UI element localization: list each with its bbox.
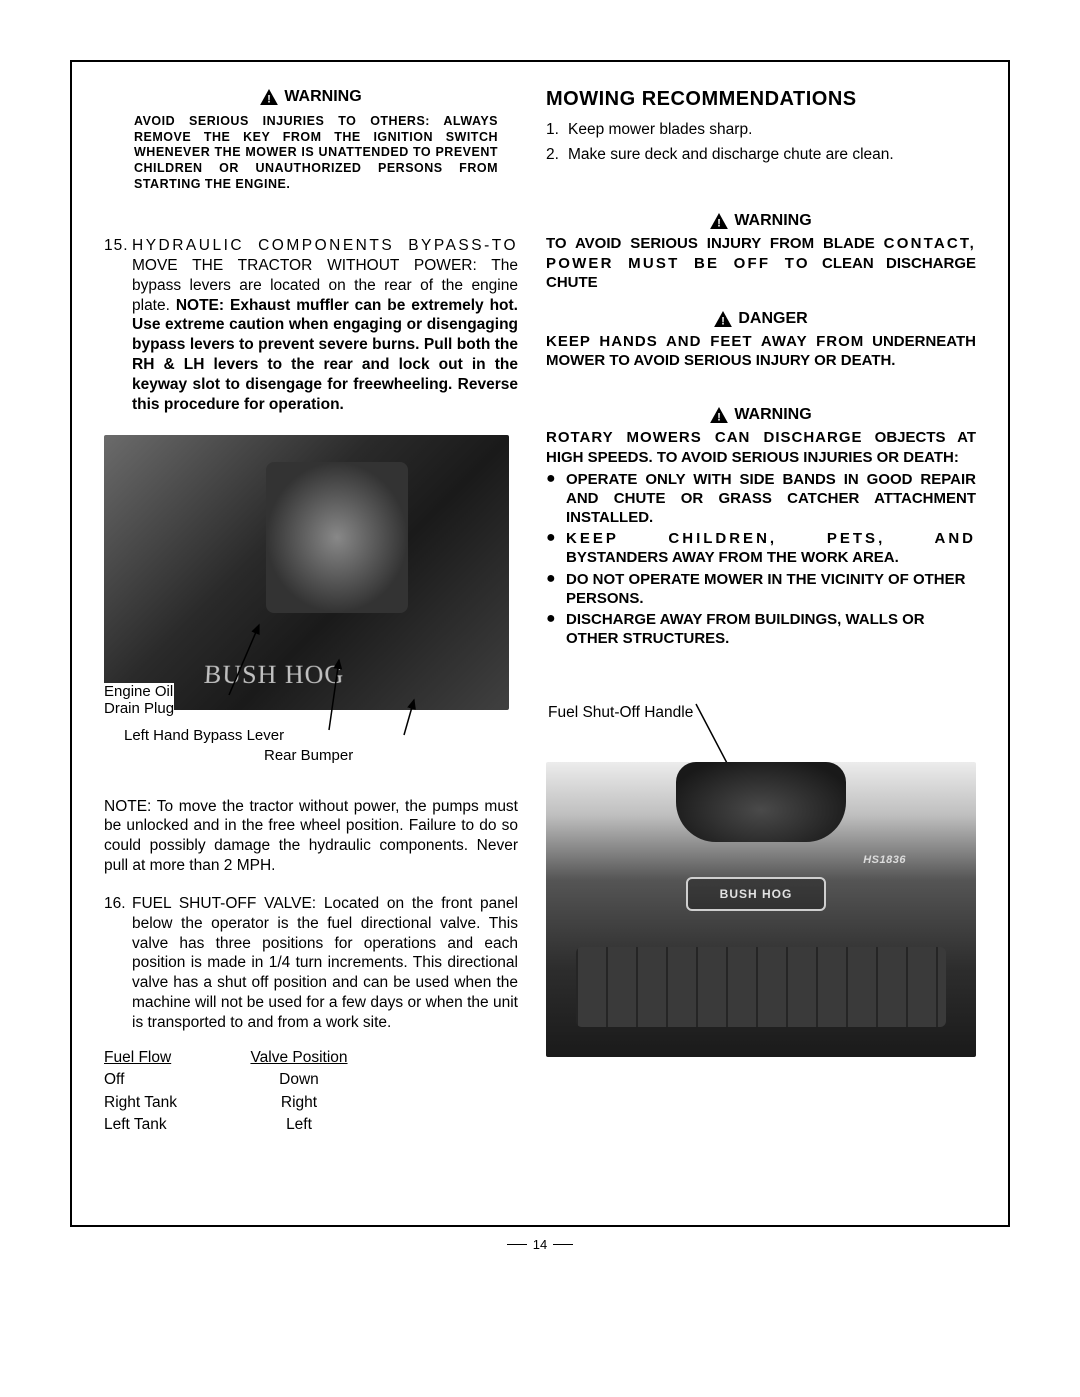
list-item: ● DO NOT OPERATE MOWER IN THE VICINITY O…	[546, 570, 976, 608]
danger-body: KEEP HANDS AND FEET AWAY FROM UNDERNEATH…	[546, 332, 976, 370]
warning-1-header: ! WARNING	[104, 88, 518, 106]
fuel-shut-off-label: Fuel Shut-Off Handle	[548, 704, 976, 722]
mower-photo: HS1836 BUSH HOG	[546, 762, 976, 1057]
mower-model-badge: HS1836	[863, 854, 906, 866]
figure-label-bypass-lever: Left Hand Bypass Lever	[124, 727, 284, 744]
warning-2-body: TO AVOID SERIOUS INJURY FROM BLADE CONTA…	[546, 234, 976, 292]
list-item: ● DISCHARGE AWAY FROM BUILDINGS, WALLS O…	[546, 610, 976, 648]
para-16-number: 16.	[104, 894, 132, 1033]
figure-label-oil-drain: Engine Oil Drain Plug	[104, 683, 174, 717]
table-row: Left Tank Left	[104, 1114, 518, 1136]
svg-text:!: !	[268, 93, 272, 105]
warning-3-label: WARNING	[734, 406, 811, 424]
warning-2: ! WARNING TO AVOID SERIOUS INJURY FROM B…	[546, 212, 976, 292]
list-item: 1. Keep mower blades sharp.	[546, 119, 976, 141]
two-column-layout: ! WARNING AVOID SERIOUS INJURIES TO OTHE…	[104, 88, 976, 1205]
danger-header: ! DANGER	[546, 310, 976, 328]
warning-3-bullets: ● OPERATE ONLY WITH SIDE BANDS IN GOOD R…	[546, 470, 976, 649]
table-row: Off Down	[104, 1069, 518, 1091]
engine-figure: BUSH HOG Engine Oil Drain Plug Left Hand…	[104, 435, 518, 765]
recommendations-list: 1. Keep mower blades sharp. 2. Make sure…	[546, 119, 976, 168]
warning-triangle-icon: !	[714, 311, 732, 327]
svg-text:!: !	[718, 412, 722, 424]
right-column: MOWING RECOMMENDATIONS 1. Keep mower bla…	[546, 88, 976, 1205]
warning-2-label: WARNING	[734, 212, 811, 230]
note-freewheel: NOTE: To move the tractor without power,…	[104, 797, 518, 876]
bullet-icon: ●	[546, 529, 566, 567]
warning-3-lead: ROTARY MOWERS CAN DISCHARGE OBJECTS AT H…	[546, 428, 976, 466]
mower-figure: HS1836 BUSH HOG	[546, 722, 976, 1057]
list-item: ● KEEP CHILDREN, PETS, AND BYSTANDERS AW…	[546, 529, 976, 567]
list-item: 2. Make sure deck and discharge chute ar…	[546, 144, 976, 166]
mower-deck-graphic	[576, 947, 946, 1027]
table-row: Right Tank Right	[104, 1092, 518, 1114]
warning-triangle-icon: !	[710, 407, 728, 423]
table-header-fuel-flow: Fuel Flow	[104, 1047, 234, 1069]
engine-photo: BUSH HOG	[104, 435, 509, 710]
para-15-number: 15.	[104, 236, 132, 414]
left-column: ! WARNING AVOID SERIOUS INJURIES TO OTHE…	[104, 88, 518, 1205]
valve-position-table: Fuel Flow Valve Position Off Down Right …	[104, 1047, 518, 1137]
page-frame: ! WARNING AVOID SERIOUS INJURIES TO OTHE…	[70, 60, 1010, 1227]
list-item: ● OPERATE ONLY WITH SIDE BANDS IN GOOD R…	[546, 470, 976, 528]
mower-brand-badge: BUSH HOG	[686, 877, 826, 911]
warning-1-label: WARNING	[284, 88, 361, 106]
page-number: 14	[0, 1237, 1080, 1252]
paragraph-16: 16. FUEL SHUT-OFF VALVE: Located on the …	[104, 894, 518, 1033]
warning-1-body: AVOID SERIOUS INJURIES TO OTHERS: ALWAYS…	[104, 114, 518, 192]
danger-label: DANGER	[738, 310, 807, 328]
figure-label-rear-bumper: Rear Bumper	[264, 747, 353, 764]
warning-3: ! WARNING ROTARY MOWERS CAN DISCHARGE OB…	[546, 406, 976, 650]
para-16-text: FUEL SHUT-OFF VALVE: Located on the fron…	[132, 894, 518, 1033]
mower-seat-graphic	[676, 762, 846, 842]
svg-text:!: !	[718, 218, 722, 230]
svg-text:!: !	[722, 315, 726, 327]
para-15-text: HYDRAULIC COMPONENTS BYPASS-TO MOVE THE …	[132, 236, 518, 414]
warning-triangle-icon: !	[710, 213, 728, 229]
section-title-mowing: MOWING RECOMMENDATIONS	[546, 88, 976, 111]
warning-3-header: ! WARNING	[546, 406, 976, 424]
bullet-icon: ●	[546, 470, 566, 528]
table-header-valve-position: Valve Position	[234, 1047, 364, 1069]
engine-brand-text: BUSH HOG	[203, 660, 345, 690]
warning-triangle-icon: !	[260, 89, 278, 105]
paragraph-15: 15. HYDRAULIC COMPONENTS BYPASS-TO MOVE …	[104, 236, 518, 414]
warning-2-header: ! WARNING	[546, 212, 976, 230]
danger-block: ! DANGER KEEP HANDS AND FEET AWAY FROM U…	[546, 310, 976, 370]
bullet-icon: ●	[546, 610, 566, 648]
bullet-icon: ●	[546, 570, 566, 608]
